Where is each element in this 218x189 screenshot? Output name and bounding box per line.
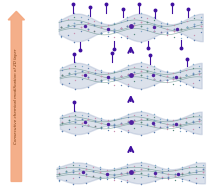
FancyArrow shape [8,11,24,181]
Text: Consecutive chemical modification of 2D layer: Consecutive chemical modification of 2D … [14,49,18,144]
